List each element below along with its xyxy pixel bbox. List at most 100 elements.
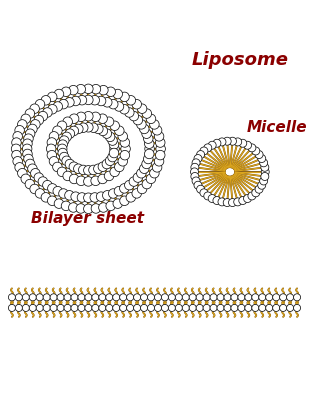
- Circle shape: [65, 191, 74, 200]
- Circle shape: [84, 204, 93, 213]
- Circle shape: [29, 305, 36, 312]
- Circle shape: [28, 124, 37, 134]
- Circle shape: [62, 156, 71, 165]
- Circle shape: [36, 294, 43, 301]
- Circle shape: [54, 89, 64, 99]
- Circle shape: [43, 108, 52, 117]
- Circle shape: [35, 99, 45, 109]
- Circle shape: [61, 201, 71, 211]
- Circle shape: [68, 85, 78, 95]
- Circle shape: [239, 196, 247, 204]
- Circle shape: [38, 177, 48, 186]
- Circle shape: [64, 294, 71, 301]
- Circle shape: [231, 305, 238, 312]
- Circle shape: [273, 305, 280, 312]
- Circle shape: [252, 294, 259, 301]
- Circle shape: [53, 126, 62, 136]
- Circle shape: [108, 99, 118, 109]
- Circle shape: [47, 138, 57, 147]
- Circle shape: [145, 144, 154, 154]
- Circle shape: [71, 96, 80, 106]
- Circle shape: [91, 84, 101, 94]
- Circle shape: [96, 192, 106, 202]
- Circle shape: [78, 294, 85, 301]
- Circle shape: [217, 294, 224, 301]
- Circle shape: [99, 305, 106, 312]
- Circle shape: [48, 105, 57, 114]
- Circle shape: [84, 177, 93, 186]
- Circle shape: [132, 189, 141, 198]
- Circle shape: [255, 185, 263, 193]
- Circle shape: [104, 117, 114, 127]
- Circle shape: [38, 111, 48, 121]
- Circle shape: [98, 126, 108, 136]
- Circle shape: [31, 119, 40, 129]
- Circle shape: [84, 112, 93, 121]
- Circle shape: [110, 144, 119, 154]
- Circle shape: [24, 134, 33, 143]
- Circle shape: [194, 154, 202, 163]
- Circle shape: [105, 156, 115, 165]
- Circle shape: [129, 111, 139, 121]
- Circle shape: [49, 132, 59, 141]
- Circle shape: [200, 189, 208, 197]
- Circle shape: [194, 181, 202, 189]
- Circle shape: [43, 294, 50, 301]
- Circle shape: [71, 305, 78, 312]
- Circle shape: [144, 139, 154, 149]
- Circle shape: [91, 176, 100, 185]
- Circle shape: [21, 114, 30, 124]
- Circle shape: [196, 305, 203, 312]
- Circle shape: [258, 154, 266, 163]
- Circle shape: [84, 95, 93, 105]
- Circle shape: [148, 294, 155, 301]
- Circle shape: [261, 168, 269, 176]
- Circle shape: [140, 164, 149, 173]
- Circle shape: [133, 173, 143, 182]
- Circle shape: [115, 162, 124, 172]
- Circle shape: [239, 139, 247, 147]
- Circle shape: [25, 109, 35, 118]
- Text: Bilayer sheet: Bilayer sheet: [31, 211, 144, 226]
- Circle shape: [137, 104, 147, 114]
- Circle shape: [182, 305, 189, 312]
- Circle shape: [105, 132, 115, 141]
- Circle shape: [142, 129, 151, 138]
- Circle shape: [18, 119, 27, 129]
- Circle shape: [120, 105, 129, 114]
- Circle shape: [43, 180, 52, 190]
- Circle shape: [21, 174, 30, 184]
- Circle shape: [238, 294, 245, 301]
- Circle shape: [98, 114, 108, 123]
- Circle shape: [109, 140, 119, 149]
- Circle shape: [76, 84, 85, 94]
- Circle shape: [231, 294, 238, 301]
- Circle shape: [48, 184, 57, 193]
- Circle shape: [196, 151, 204, 158]
- Circle shape: [154, 156, 164, 166]
- Circle shape: [46, 144, 56, 154]
- Circle shape: [261, 173, 269, 180]
- Circle shape: [108, 136, 117, 145]
- Circle shape: [12, 151, 21, 160]
- Circle shape: [50, 305, 57, 312]
- Circle shape: [154, 132, 164, 141]
- Circle shape: [120, 151, 130, 160]
- Circle shape: [74, 124, 83, 134]
- Circle shape: [93, 164, 103, 173]
- Circle shape: [124, 108, 134, 117]
- Circle shape: [76, 176, 86, 185]
- Circle shape: [63, 117, 72, 127]
- Circle shape: [217, 305, 224, 312]
- Circle shape: [252, 189, 260, 197]
- Circle shape: [228, 137, 236, 145]
- Circle shape: [50, 294, 57, 301]
- Circle shape: [96, 96, 106, 106]
- Circle shape: [140, 294, 148, 301]
- Circle shape: [266, 294, 273, 301]
- Circle shape: [102, 159, 112, 169]
- Circle shape: [59, 99, 68, 109]
- Circle shape: [142, 159, 151, 169]
- Circle shape: [143, 134, 153, 143]
- Circle shape: [133, 115, 143, 125]
